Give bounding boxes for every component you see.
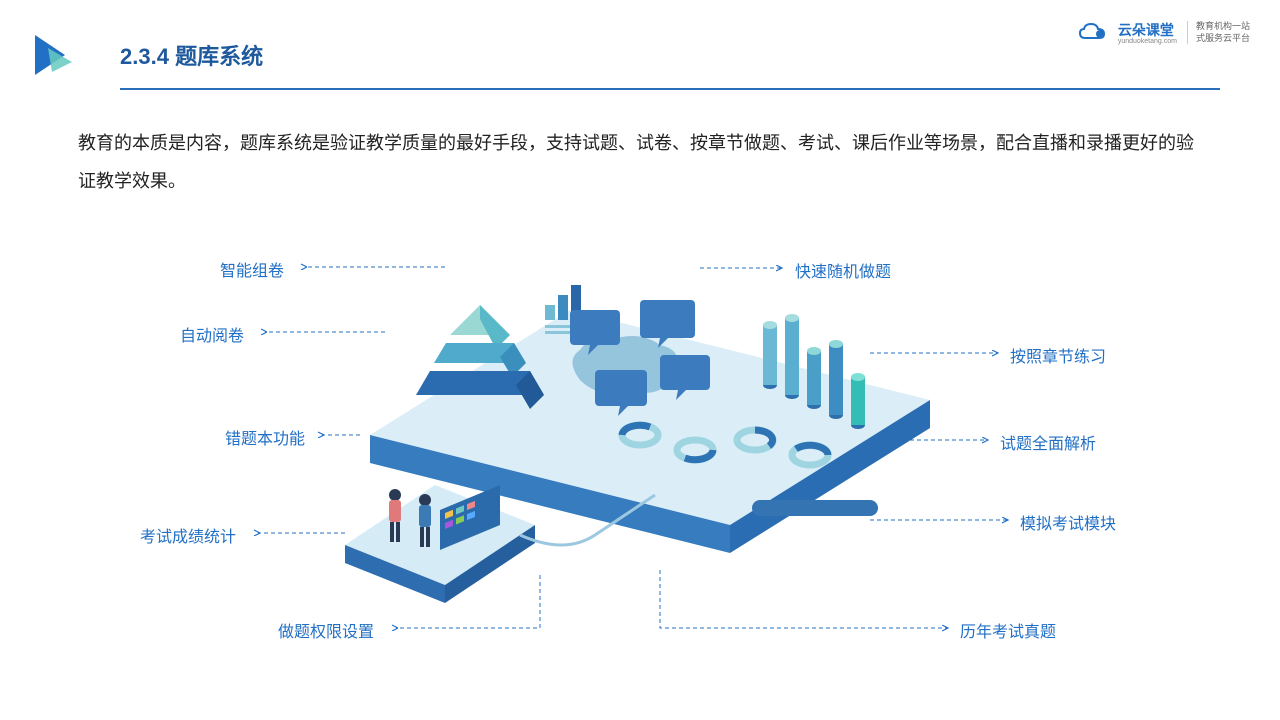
label-fast-random: 快速随机做题 [795,258,891,282]
brand-logo: 云朵课堂 yunduoketang.com 教育机构一站 式服务云平台 [1078,20,1250,45]
label-exam-stats: 考试成绩统计 [140,523,236,547]
label-error-notebook: 错题本功能 [225,425,305,449]
logo-url: yunduoketang.com [1118,38,1177,45]
label-mock-exam: 模拟考试模块 [1020,510,1116,534]
section-name: 题库系统 [175,44,263,69]
logo-tagline: 教育机构一站 式服务云平台 [1187,21,1250,44]
label-full-analysis: 试题全面解析 [1000,430,1096,454]
section-title: 2.3.4 题库系统 [120,39,263,71]
section-number: 2.3.4 [120,44,169,69]
section-icon [30,30,80,80]
label-chapter-practice: 按照章节练习 [1010,343,1106,367]
feature-diagram: 智能组卷 自动阅卷 错题本功能 考试成绩统计 做题权限设置 快速随机做题 按照章… [0,230,1280,670]
cloud-icon [1078,22,1108,44]
label-permission: 做题权限设置 [278,618,374,642]
label-auto-grading: 自动阅卷 [180,322,244,346]
logo-text: 云朵课堂 [1118,22,1174,38]
label-past-papers: 历年考试真题 [960,618,1056,642]
title-underline [120,88,1220,90]
description-text: 教育的本质是内容，题库系统是验证教学质量的最好手段，支持试题、试卷、按章节做题、… [78,125,1202,201]
label-intelligent-paper: 智能组卷 [220,257,284,281]
